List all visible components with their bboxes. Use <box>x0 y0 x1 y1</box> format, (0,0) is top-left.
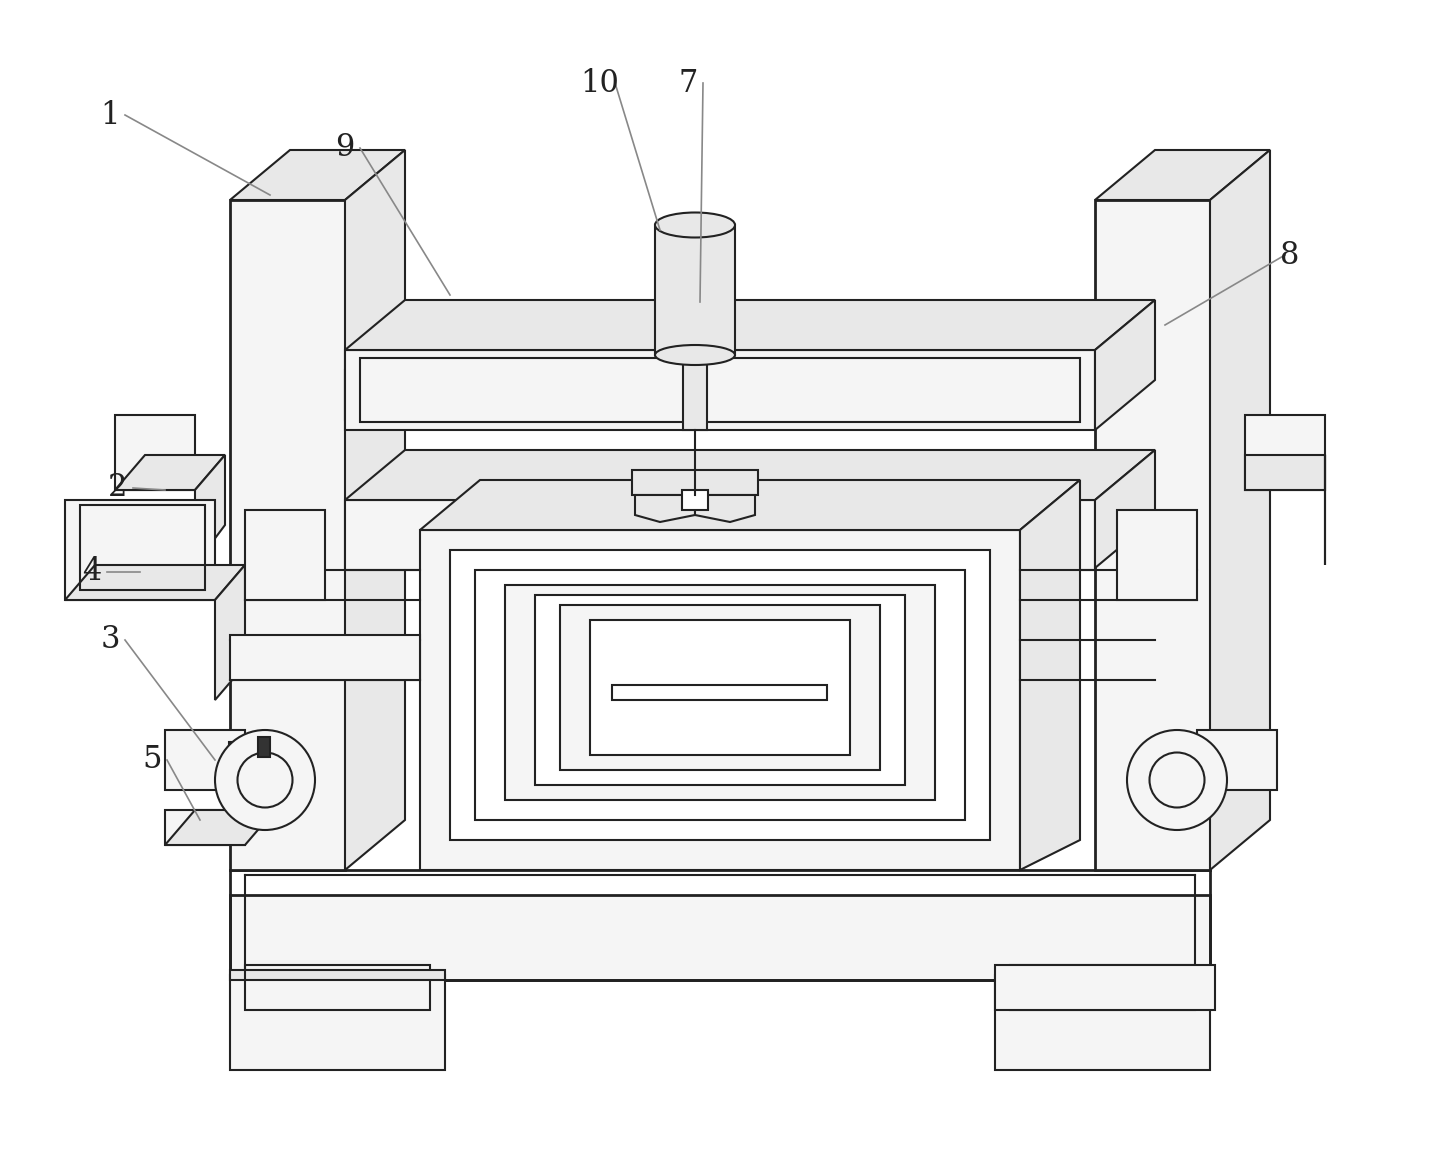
Bar <box>655 225 734 355</box>
Bar <box>590 621 850 755</box>
Polygon shape <box>346 150 405 870</box>
Polygon shape <box>115 455 225 490</box>
Bar <box>230 895 1210 979</box>
Bar <box>995 975 1210 1070</box>
Bar <box>115 415 194 490</box>
Ellipse shape <box>215 730 315 830</box>
Ellipse shape <box>655 212 734 237</box>
Text: 8: 8 <box>1280 239 1300 271</box>
Bar <box>1117 510 1197 601</box>
Bar <box>346 500 1094 570</box>
Bar <box>1094 201 1210 870</box>
Bar <box>632 470 757 495</box>
Bar <box>346 350 1094 430</box>
Bar <box>229 743 261 769</box>
Bar <box>166 730 245 789</box>
Polygon shape <box>215 565 245 700</box>
Text: 1: 1 <box>101 100 120 130</box>
Bar <box>1009 965 1195 1010</box>
Bar <box>230 975 445 1070</box>
Bar <box>505 585 935 800</box>
Bar <box>420 530 1020 870</box>
Bar <box>560 605 880 769</box>
Text: 2: 2 <box>108 473 128 503</box>
Text: 5: 5 <box>143 745 161 775</box>
Polygon shape <box>1020 480 1080 870</box>
Bar <box>683 490 708 510</box>
Bar <box>245 965 431 1010</box>
Bar <box>683 350 707 430</box>
Text: 9: 9 <box>336 133 354 163</box>
Text: 10: 10 <box>580 68 619 99</box>
Text: 3: 3 <box>101 624 120 656</box>
Polygon shape <box>420 480 1080 530</box>
Polygon shape <box>1094 150 1270 201</box>
Bar <box>245 510 325 601</box>
Bar <box>612 685 827 700</box>
Bar <box>536 595 904 785</box>
Bar <box>995 965 1215 1010</box>
Text: 4: 4 <box>82 556 102 588</box>
Bar <box>449 550 991 840</box>
Bar <box>65 500 215 601</box>
Bar <box>360 358 1080 422</box>
Bar <box>258 737 271 757</box>
Polygon shape <box>65 565 245 601</box>
Ellipse shape <box>1128 730 1227 830</box>
Polygon shape <box>230 970 445 979</box>
Bar <box>475 570 965 820</box>
Bar <box>230 201 346 870</box>
Polygon shape <box>1246 455 1325 490</box>
Text: 7: 7 <box>678 68 698 99</box>
Ellipse shape <box>655 345 734 365</box>
Bar <box>166 811 245 845</box>
Bar <box>1197 730 1277 789</box>
Polygon shape <box>696 495 755 522</box>
Polygon shape <box>346 450 1155 500</box>
Polygon shape <box>635 495 696 522</box>
Polygon shape <box>1094 450 1155 568</box>
Polygon shape <box>1210 150 1270 870</box>
Polygon shape <box>230 150 405 201</box>
Polygon shape <box>346 300 1155 350</box>
Bar <box>230 635 420 680</box>
Polygon shape <box>1094 300 1155 430</box>
Polygon shape <box>194 455 225 565</box>
Bar <box>1246 415 1325 490</box>
Bar <box>81 506 204 590</box>
Polygon shape <box>166 811 275 845</box>
Bar <box>346 369 364 420</box>
